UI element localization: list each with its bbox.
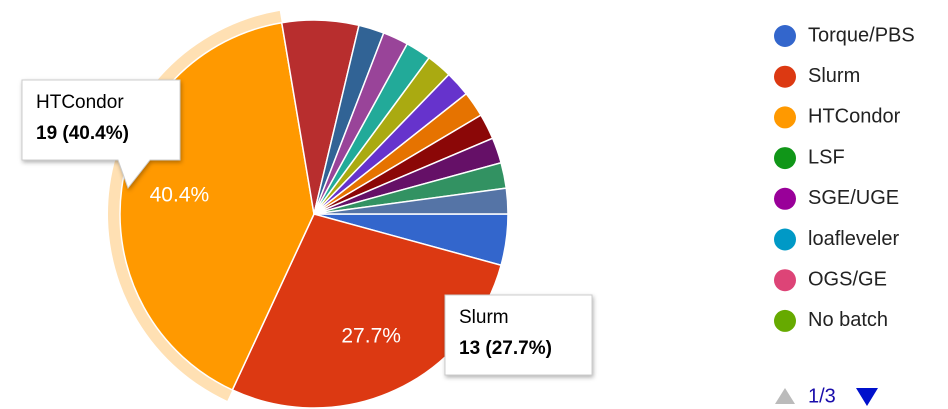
tooltip-title: HTCondor [36,92,124,113]
tooltip-value: 19 (40.4%) [36,123,129,144]
page-up[interactable] [775,388,795,404]
tooltip-value: 13 (27.7%) [459,338,552,359]
legend-swatch [774,25,796,47]
legend-swatch [774,187,796,210]
tooltip-box [444,294,593,376]
slice-label: 40.4% [150,183,210,206]
legend-swatch [774,269,796,292]
legend-swatch [774,147,796,170]
legend-label: HTCondor [808,106,901,128]
legend-swatch [774,228,796,251]
legend-swatch [774,309,796,332]
legend-label: OGS/GE [808,268,887,290]
legend-label: LSF [808,146,845,168]
legend-label: loafleveler [808,228,900,250]
slice-label: 27.7% [341,325,401,348]
legend-label: Torque/PBS [808,24,915,46]
slice-labels: 27.7% 40.4% [150,183,401,347]
legend: Torque/PBS Slurm HTCondor LSF SGE/UGE loaflev… [774,24,915,332]
page-down[interactable] [856,388,878,406]
legend-page: 1/3 [808,385,836,407]
legend-swatch [774,106,796,129]
legend-label: SGE/UGE [808,187,899,209]
slice [313,187,509,215]
tooltip: HTCondor 19 (40.4%) [21,79,181,190]
tooltip: Slurm 13 (27.7%) [444,294,593,376]
legend-swatch [774,65,796,88]
tooltip-title: Slurm [459,307,509,328]
legend-label: No batch [808,309,888,331]
legend-label: Slurm [808,65,860,87]
tooltip-box [21,79,181,190]
